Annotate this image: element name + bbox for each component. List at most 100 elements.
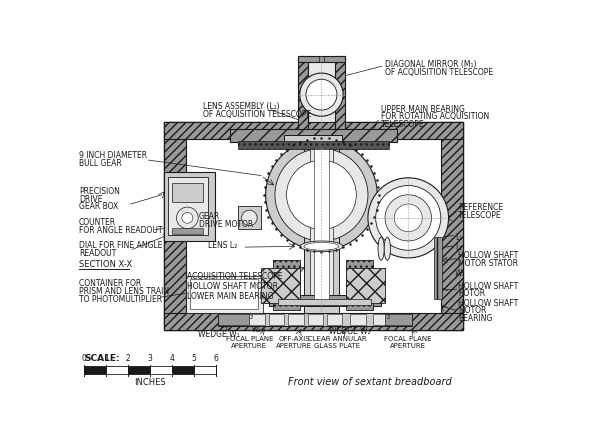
Text: 4: 4 <box>170 354 175 363</box>
Bar <box>308 62 335 137</box>
Text: FOR ROTATING ACQUISITION: FOR ROTATING ACQUISITION <box>381 112 490 121</box>
Text: UPPER MAIN BEARING: UPPER MAIN BEARING <box>381 105 465 114</box>
Text: READOUT: READOUT <box>79 249 116 258</box>
Bar <box>385 314 412 325</box>
Text: 0: 0 <box>82 354 87 363</box>
Text: DRIVE MOTOR: DRIVE MOTOR <box>199 220 253 229</box>
Text: REFERENCE: REFERENCE <box>458 203 503 212</box>
Text: PRECISION: PRECISION <box>79 187 120 196</box>
Text: WEDGE W₁: WEDGE W₁ <box>197 330 239 338</box>
Text: HOLLOW SHAFT: HOLLOW SHAFT <box>458 251 518 260</box>
Bar <box>335 56 345 137</box>
Text: MOTOR STATOR: MOTOR STATOR <box>458 259 518 268</box>
Bar <box>434 237 442 299</box>
Text: BEARING: BEARING <box>458 314 492 323</box>
Ellipse shape <box>378 237 384 260</box>
Text: ACQUISITION TELESCOPE: ACQUISITION TELESCOPE <box>187 272 283 281</box>
Bar <box>308 314 323 325</box>
Bar <box>284 136 343 145</box>
Ellipse shape <box>304 242 339 250</box>
Bar <box>310 145 333 307</box>
Text: APERTURE: APERTURE <box>390 343 426 349</box>
Text: 9 INCH DIAMETER: 9 INCH DIAMETER <box>79 151 147 160</box>
Bar <box>164 313 463 330</box>
Bar <box>350 314 365 325</box>
Bar <box>164 172 215 241</box>
Ellipse shape <box>384 237 391 260</box>
Bar <box>327 314 343 325</box>
Circle shape <box>300 73 343 116</box>
Bar <box>298 56 308 137</box>
Text: FOCAL PLANE: FOCAL PLANE <box>226 336 273 342</box>
Bar <box>172 183 203 202</box>
Text: L₁: L₁ <box>455 233 462 242</box>
Bar <box>269 295 381 307</box>
Text: 5: 5 <box>191 354 197 363</box>
Circle shape <box>287 160 356 229</box>
Text: FOR ANGLE READOUT: FOR ANGLE READOUT <box>79 225 163 235</box>
Text: Front view of sextant breadboard: Front view of sextant breadboard <box>287 377 451 387</box>
Text: DRIVE: DRIVE <box>79 195 103 204</box>
Text: LENS L₂: LENS L₂ <box>208 241 238 250</box>
Circle shape <box>266 140 377 250</box>
Text: L₂: L₂ <box>455 243 462 252</box>
Text: BULL GEAR: BULL GEAR <box>79 159 122 167</box>
Bar <box>373 314 389 325</box>
Text: SECTION X-X: SECTION X-X <box>79 260 132 269</box>
Text: TELESCOPE: TELESCOPE <box>458 211 502 220</box>
Bar <box>346 260 373 310</box>
Bar <box>298 56 345 62</box>
Bar <box>278 299 371 305</box>
Bar <box>164 122 186 330</box>
Text: PRISM AND LENS TRAIN: PRISM AND LENS TRAIN <box>79 287 169 296</box>
Text: GLASS PLATE: GLASS PLATE <box>314 343 360 349</box>
Text: W₁: W₁ <box>455 269 465 279</box>
Bar <box>218 313 412 327</box>
Circle shape <box>176 207 198 228</box>
Text: COUNTER: COUNTER <box>79 218 116 227</box>
Bar <box>238 206 261 229</box>
Text: SCALE:: SCALE: <box>84 354 120 363</box>
Bar <box>164 122 463 330</box>
Circle shape <box>385 195 431 241</box>
Text: OFF-AXIS: OFF-AXIS <box>278 336 310 342</box>
Bar <box>269 314 284 325</box>
Text: 2: 2 <box>126 354 131 363</box>
Circle shape <box>376 186 441 250</box>
Text: DIAGONAL MIRROR (M₁): DIAGONAL MIRROR (M₁) <box>385 60 476 69</box>
Text: 3: 3 <box>148 354 152 363</box>
Circle shape <box>182 212 193 223</box>
Text: HOLLOW SHAFT: HOLLOW SHAFT <box>458 282 518 291</box>
Text: FOCAL PLANE: FOCAL PLANE <box>385 336 432 342</box>
Text: CONTAINER FOR: CONTAINER FOR <box>79 279 141 289</box>
Text: APERTURE: APERTURE <box>232 343 268 349</box>
Bar <box>84 367 106 374</box>
Bar <box>168 177 208 235</box>
Text: HOLLOW SHAFT: HOLLOW SHAFT <box>458 299 518 308</box>
Bar <box>441 122 463 330</box>
Text: LENS ASSEMBLY (L₁): LENS ASSEMBLY (L₁) <box>203 102 280 111</box>
Bar <box>346 268 385 303</box>
Bar <box>106 367 128 374</box>
Text: DIAL FOR FINE ANGLE: DIAL FOR FINE ANGLE <box>79 241 162 250</box>
Text: 6: 6 <box>214 354 218 363</box>
Text: OF ACQUISITION TELESCOPE: OF ACQUISITION TELESCOPE <box>203 110 311 119</box>
Bar <box>288 314 304 325</box>
Bar <box>190 279 258 309</box>
Bar <box>172 228 203 234</box>
Text: GEAR BOX: GEAR BOX <box>79 202 118 211</box>
Bar <box>272 260 300 310</box>
Text: TO PHOTOMULTIPLIER: TO PHOTOMULTIPLIER <box>79 295 162 304</box>
Bar <box>164 122 463 139</box>
Text: APERTURE: APERTURE <box>277 343 313 349</box>
Text: CLEAR ANNULAR: CLEAR ANNULAR <box>308 336 366 342</box>
Text: 2: 2 <box>387 316 391 320</box>
Bar <box>186 276 263 313</box>
Bar <box>314 149 329 303</box>
Text: 1: 1 <box>104 354 109 363</box>
Bar <box>304 139 339 313</box>
Ellipse shape <box>300 241 343 252</box>
Bar <box>186 139 441 313</box>
Bar <box>230 129 397 142</box>
Bar <box>194 367 216 374</box>
